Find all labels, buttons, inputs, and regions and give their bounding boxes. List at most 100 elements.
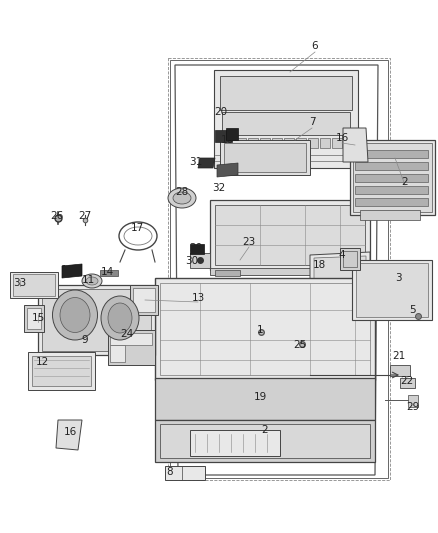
Text: 11: 11 [81,275,95,285]
Polygon shape [360,210,420,220]
Text: 19: 19 [253,392,267,402]
Polygon shape [100,270,118,276]
Polygon shape [355,174,428,182]
Text: 32: 32 [212,183,226,193]
Text: 18: 18 [312,260,325,270]
Polygon shape [390,365,410,376]
Text: 22: 22 [400,376,413,386]
Ellipse shape [82,274,102,288]
Polygon shape [343,128,368,162]
Polygon shape [38,285,155,355]
Text: 12: 12 [35,357,49,367]
Polygon shape [340,248,360,270]
Polygon shape [356,263,428,317]
Ellipse shape [101,296,139,340]
Text: 20: 20 [190,243,202,253]
Polygon shape [27,308,41,329]
Polygon shape [236,138,246,148]
Text: 6: 6 [312,41,318,51]
Text: 3: 3 [395,273,401,283]
Polygon shape [332,138,342,148]
Text: 17: 17 [131,223,144,233]
Text: 30: 30 [185,256,198,266]
Polygon shape [352,260,432,320]
Polygon shape [13,274,55,296]
Text: 28: 28 [175,187,189,197]
Polygon shape [220,140,310,175]
Polygon shape [210,268,370,275]
Polygon shape [320,138,330,148]
Polygon shape [108,330,155,365]
Text: 9: 9 [82,335,88,345]
Polygon shape [110,345,125,362]
Polygon shape [190,253,210,268]
Text: 27: 27 [78,211,92,221]
Text: 13: 13 [191,293,205,303]
Polygon shape [32,356,91,386]
Polygon shape [355,150,428,158]
Text: 2: 2 [402,177,408,187]
Polygon shape [343,251,357,267]
Polygon shape [248,138,258,148]
Ellipse shape [53,290,98,340]
Polygon shape [355,186,428,194]
Text: 2: 2 [261,425,268,435]
Polygon shape [133,288,155,312]
Polygon shape [160,424,370,458]
Text: 16: 16 [64,427,77,437]
Polygon shape [355,198,428,206]
Ellipse shape [168,188,196,208]
Polygon shape [62,264,82,278]
Text: 10: 10 [220,135,233,145]
Polygon shape [260,138,270,148]
Polygon shape [353,143,432,212]
Polygon shape [310,252,370,313]
Polygon shape [110,333,152,345]
Polygon shape [408,395,418,407]
Polygon shape [215,270,240,276]
Polygon shape [215,205,365,265]
Text: 4: 4 [339,250,345,260]
Text: 24: 24 [120,329,134,339]
Text: 16: 16 [336,133,349,143]
Ellipse shape [86,277,98,285]
Polygon shape [224,138,234,148]
Text: 8: 8 [167,467,173,477]
Ellipse shape [108,303,132,333]
Polygon shape [215,130,232,142]
Text: 23: 23 [242,237,256,247]
Polygon shape [214,70,358,168]
Polygon shape [340,270,365,276]
Polygon shape [222,112,350,135]
Polygon shape [350,140,435,215]
Polygon shape [42,289,151,351]
Ellipse shape [60,297,90,333]
Polygon shape [155,378,375,420]
Polygon shape [165,466,205,480]
Polygon shape [224,143,306,172]
Polygon shape [155,278,375,380]
Polygon shape [284,138,294,148]
Text: 14: 14 [100,267,113,277]
Text: 26: 26 [50,211,64,221]
Polygon shape [296,138,306,148]
Text: 21: 21 [392,351,406,361]
Text: 25: 25 [293,340,307,350]
Polygon shape [10,272,58,298]
Polygon shape [190,244,204,254]
Text: 5: 5 [409,305,415,315]
Text: 29: 29 [406,402,420,412]
Polygon shape [314,256,366,310]
Polygon shape [220,76,352,110]
Polygon shape [24,305,44,332]
Text: 20: 20 [215,107,228,117]
Polygon shape [155,420,375,462]
Polygon shape [56,420,82,450]
Polygon shape [400,378,415,388]
Polygon shape [344,138,354,148]
Polygon shape [217,163,238,177]
Ellipse shape [173,192,191,204]
Polygon shape [198,158,215,168]
Text: 15: 15 [32,313,45,323]
Text: 7: 7 [309,117,315,127]
